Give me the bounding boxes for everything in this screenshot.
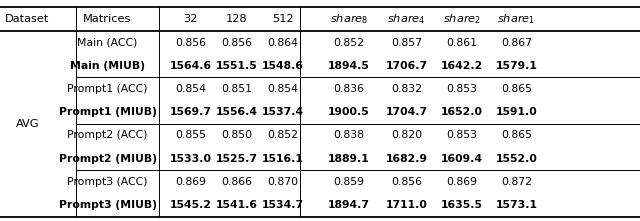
Text: Prompt3 (MIUB): Prompt3 (MIUB) [58, 200, 157, 210]
Text: Main (MIUB): Main (MIUB) [70, 61, 145, 71]
Text: 0.852: 0.852 [268, 130, 298, 140]
Text: 1609.4: 1609.4 [441, 154, 483, 164]
Text: 0.861: 0.861 [447, 38, 477, 48]
Text: 1711.0: 1711.0 [385, 200, 428, 210]
Text: 0.865: 0.865 [501, 84, 532, 94]
Text: 1682.9: 1682.9 [385, 154, 428, 164]
Text: 0.869: 0.869 [447, 177, 477, 187]
Text: 1894.7: 1894.7 [328, 200, 370, 210]
Text: 0.870: 0.870 [268, 177, 298, 187]
Text: 1564.6: 1564.6 [170, 61, 212, 71]
Text: Main (ACC): Main (ACC) [77, 38, 138, 48]
Text: 32: 32 [184, 14, 198, 24]
Text: 512: 512 [272, 14, 294, 24]
Text: 0.856: 0.856 [221, 38, 252, 48]
Text: 0.854: 0.854 [175, 84, 206, 94]
Text: 1704.7: 1704.7 [385, 107, 428, 117]
Text: Prompt2 (MIUB): Prompt2 (MIUB) [58, 154, 157, 164]
Text: 1591.0: 1591.0 [495, 107, 538, 117]
Text: 128: 128 [226, 14, 248, 24]
Text: 0.853: 0.853 [447, 130, 477, 140]
Text: 0.859: 0.859 [333, 177, 364, 187]
Text: 1706.7: 1706.7 [385, 61, 428, 71]
Text: Prompt1 (ACC): Prompt1 (ACC) [67, 84, 148, 94]
Text: 0.851: 0.851 [221, 84, 252, 94]
Text: Prompt2 (ACC): Prompt2 (ACC) [67, 130, 148, 140]
Text: 0.838: 0.838 [333, 130, 364, 140]
Text: Prompt3 (ACC): Prompt3 (ACC) [67, 177, 148, 187]
Text: 0.867: 0.867 [501, 38, 532, 48]
Text: 0.850: 0.850 [221, 130, 252, 140]
Text: 1569.7: 1569.7 [170, 107, 212, 117]
Text: 1533.0: 1533.0 [170, 154, 212, 164]
Text: 1573.1: 1573.1 [495, 200, 538, 210]
Text: 0.820: 0.820 [391, 130, 422, 140]
Text: 1525.7: 1525.7 [216, 154, 258, 164]
Text: 0.856: 0.856 [175, 38, 206, 48]
Text: Matrices: Matrices [83, 14, 132, 24]
Text: 1642.2: 1642.2 [441, 61, 483, 71]
Text: 1894.5: 1894.5 [328, 61, 370, 71]
Text: 1652.0: 1652.0 [441, 107, 483, 117]
Text: 1556.4: 1556.4 [216, 107, 258, 117]
Text: 0.865: 0.865 [501, 130, 532, 140]
Text: 1900.5: 1900.5 [328, 107, 370, 117]
Text: Dataset: Dataset [5, 14, 50, 24]
Text: 1534.7: 1534.7 [262, 200, 304, 210]
Text: 1579.1: 1579.1 [495, 61, 538, 71]
Text: $\mathit{share}_{4}$: $\mathit{share}_{4}$ [387, 12, 426, 26]
Text: 0.855: 0.855 [175, 130, 206, 140]
Text: Prompt1 (MIUB): Prompt1 (MIUB) [59, 107, 156, 117]
Text: 0.836: 0.836 [333, 84, 364, 94]
Text: AVG: AVG [16, 119, 39, 129]
Text: 0.866: 0.866 [221, 177, 252, 187]
Text: 0.854: 0.854 [268, 84, 298, 94]
Text: $\mathit{share}_{8}$: $\mathit{share}_{8}$ [330, 12, 368, 26]
Text: 1889.1: 1889.1 [328, 154, 370, 164]
Text: 1541.6: 1541.6 [216, 200, 258, 210]
Text: 0.857: 0.857 [391, 38, 422, 48]
Text: 1552.0: 1552.0 [495, 154, 538, 164]
Text: 0.853: 0.853 [447, 84, 477, 94]
Text: 1537.4: 1537.4 [262, 107, 304, 117]
Text: 0.869: 0.869 [175, 177, 206, 187]
Text: 0.832: 0.832 [391, 84, 422, 94]
Text: 0.872: 0.872 [501, 177, 532, 187]
Text: $\mathit{share}_{1}$: $\mathit{share}_{1}$ [497, 12, 536, 26]
Text: 1548.6: 1548.6 [262, 61, 304, 71]
Text: 1551.5: 1551.5 [216, 61, 258, 71]
Text: 0.864: 0.864 [268, 38, 298, 48]
Text: 0.856: 0.856 [391, 177, 422, 187]
Text: 1635.5: 1635.5 [441, 200, 483, 210]
Text: 1545.2: 1545.2 [170, 200, 212, 210]
Text: 0.852: 0.852 [333, 38, 364, 48]
Text: 1516.1: 1516.1 [262, 154, 304, 164]
Text: $\mathit{share}_{2}$: $\mathit{share}_{2}$ [443, 12, 481, 26]
